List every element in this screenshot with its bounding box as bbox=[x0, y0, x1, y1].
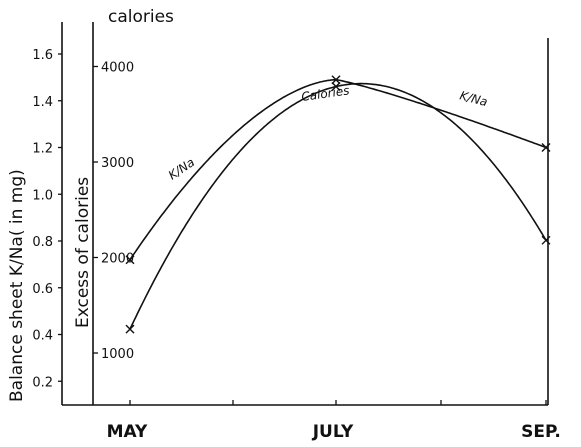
left-tick-label: 1.6 bbox=[32, 48, 53, 63]
right-tick-label: 2000 bbox=[101, 252, 134, 267]
left-tick-label: 1.2 bbox=[32, 142, 53, 157]
left-tick-label: 1.0 bbox=[32, 188, 53, 203]
x-category-label: MAY bbox=[107, 422, 148, 442]
left-tick-label: 0.6 bbox=[32, 282, 53, 297]
left-tick-label: 0.8 bbox=[32, 235, 53, 250]
right-tick-label: 1000 bbox=[101, 347, 134, 362]
left-tick-label: 1.4 bbox=[32, 95, 53, 110]
right-axis-title: Excess of calories bbox=[73, 177, 93, 328]
data-point-marker bbox=[125, 324, 135, 334]
series-labels: K/Na K/Na Calories bbox=[166, 83, 489, 182]
series-line bbox=[129, 78, 547, 261]
data-point-marker bbox=[125, 255, 135, 265]
series-label-calories: Calories bbox=[300, 83, 350, 104]
axes bbox=[61, 22, 549, 406]
x-category-label: JULY bbox=[312, 422, 354, 442]
series-line bbox=[129, 82, 547, 330]
data-point-marker bbox=[541, 235, 551, 245]
x-category-label: SEP. bbox=[521, 422, 561, 442]
data-point-marker bbox=[541, 143, 551, 152]
series-markers bbox=[125, 75, 551, 334]
series-label-kna-falling: K/Na bbox=[458, 88, 489, 109]
right-tick-label: 3000 bbox=[101, 156, 134, 171]
left-axis-ticks: 0.2 0.4 0.6 0.8 1.0 1.2 1.4 1.6 bbox=[32, 48, 62, 390]
x-axis-ticks: MAY JULY SEP. bbox=[107, 400, 561, 442]
right-axis-ticks: 1000 2000 3000 4000 bbox=[93, 61, 134, 362]
calories-unit-label: calories bbox=[108, 7, 174, 27]
right-tick-label: 4000 bbox=[101, 61, 134, 76]
series-label-kna-rising: K/Na bbox=[166, 155, 197, 182]
left-tick-label: 0.4 bbox=[32, 329, 53, 344]
data-point-marker bbox=[331, 82, 341, 92]
left-tick-label: 0.2 bbox=[32, 375, 53, 390]
series-curves bbox=[129, 78, 547, 330]
data-point-marker bbox=[331, 75, 341, 85]
left-axis-title: Balance sheet K/Na( in mg) bbox=[7, 169, 27, 402]
